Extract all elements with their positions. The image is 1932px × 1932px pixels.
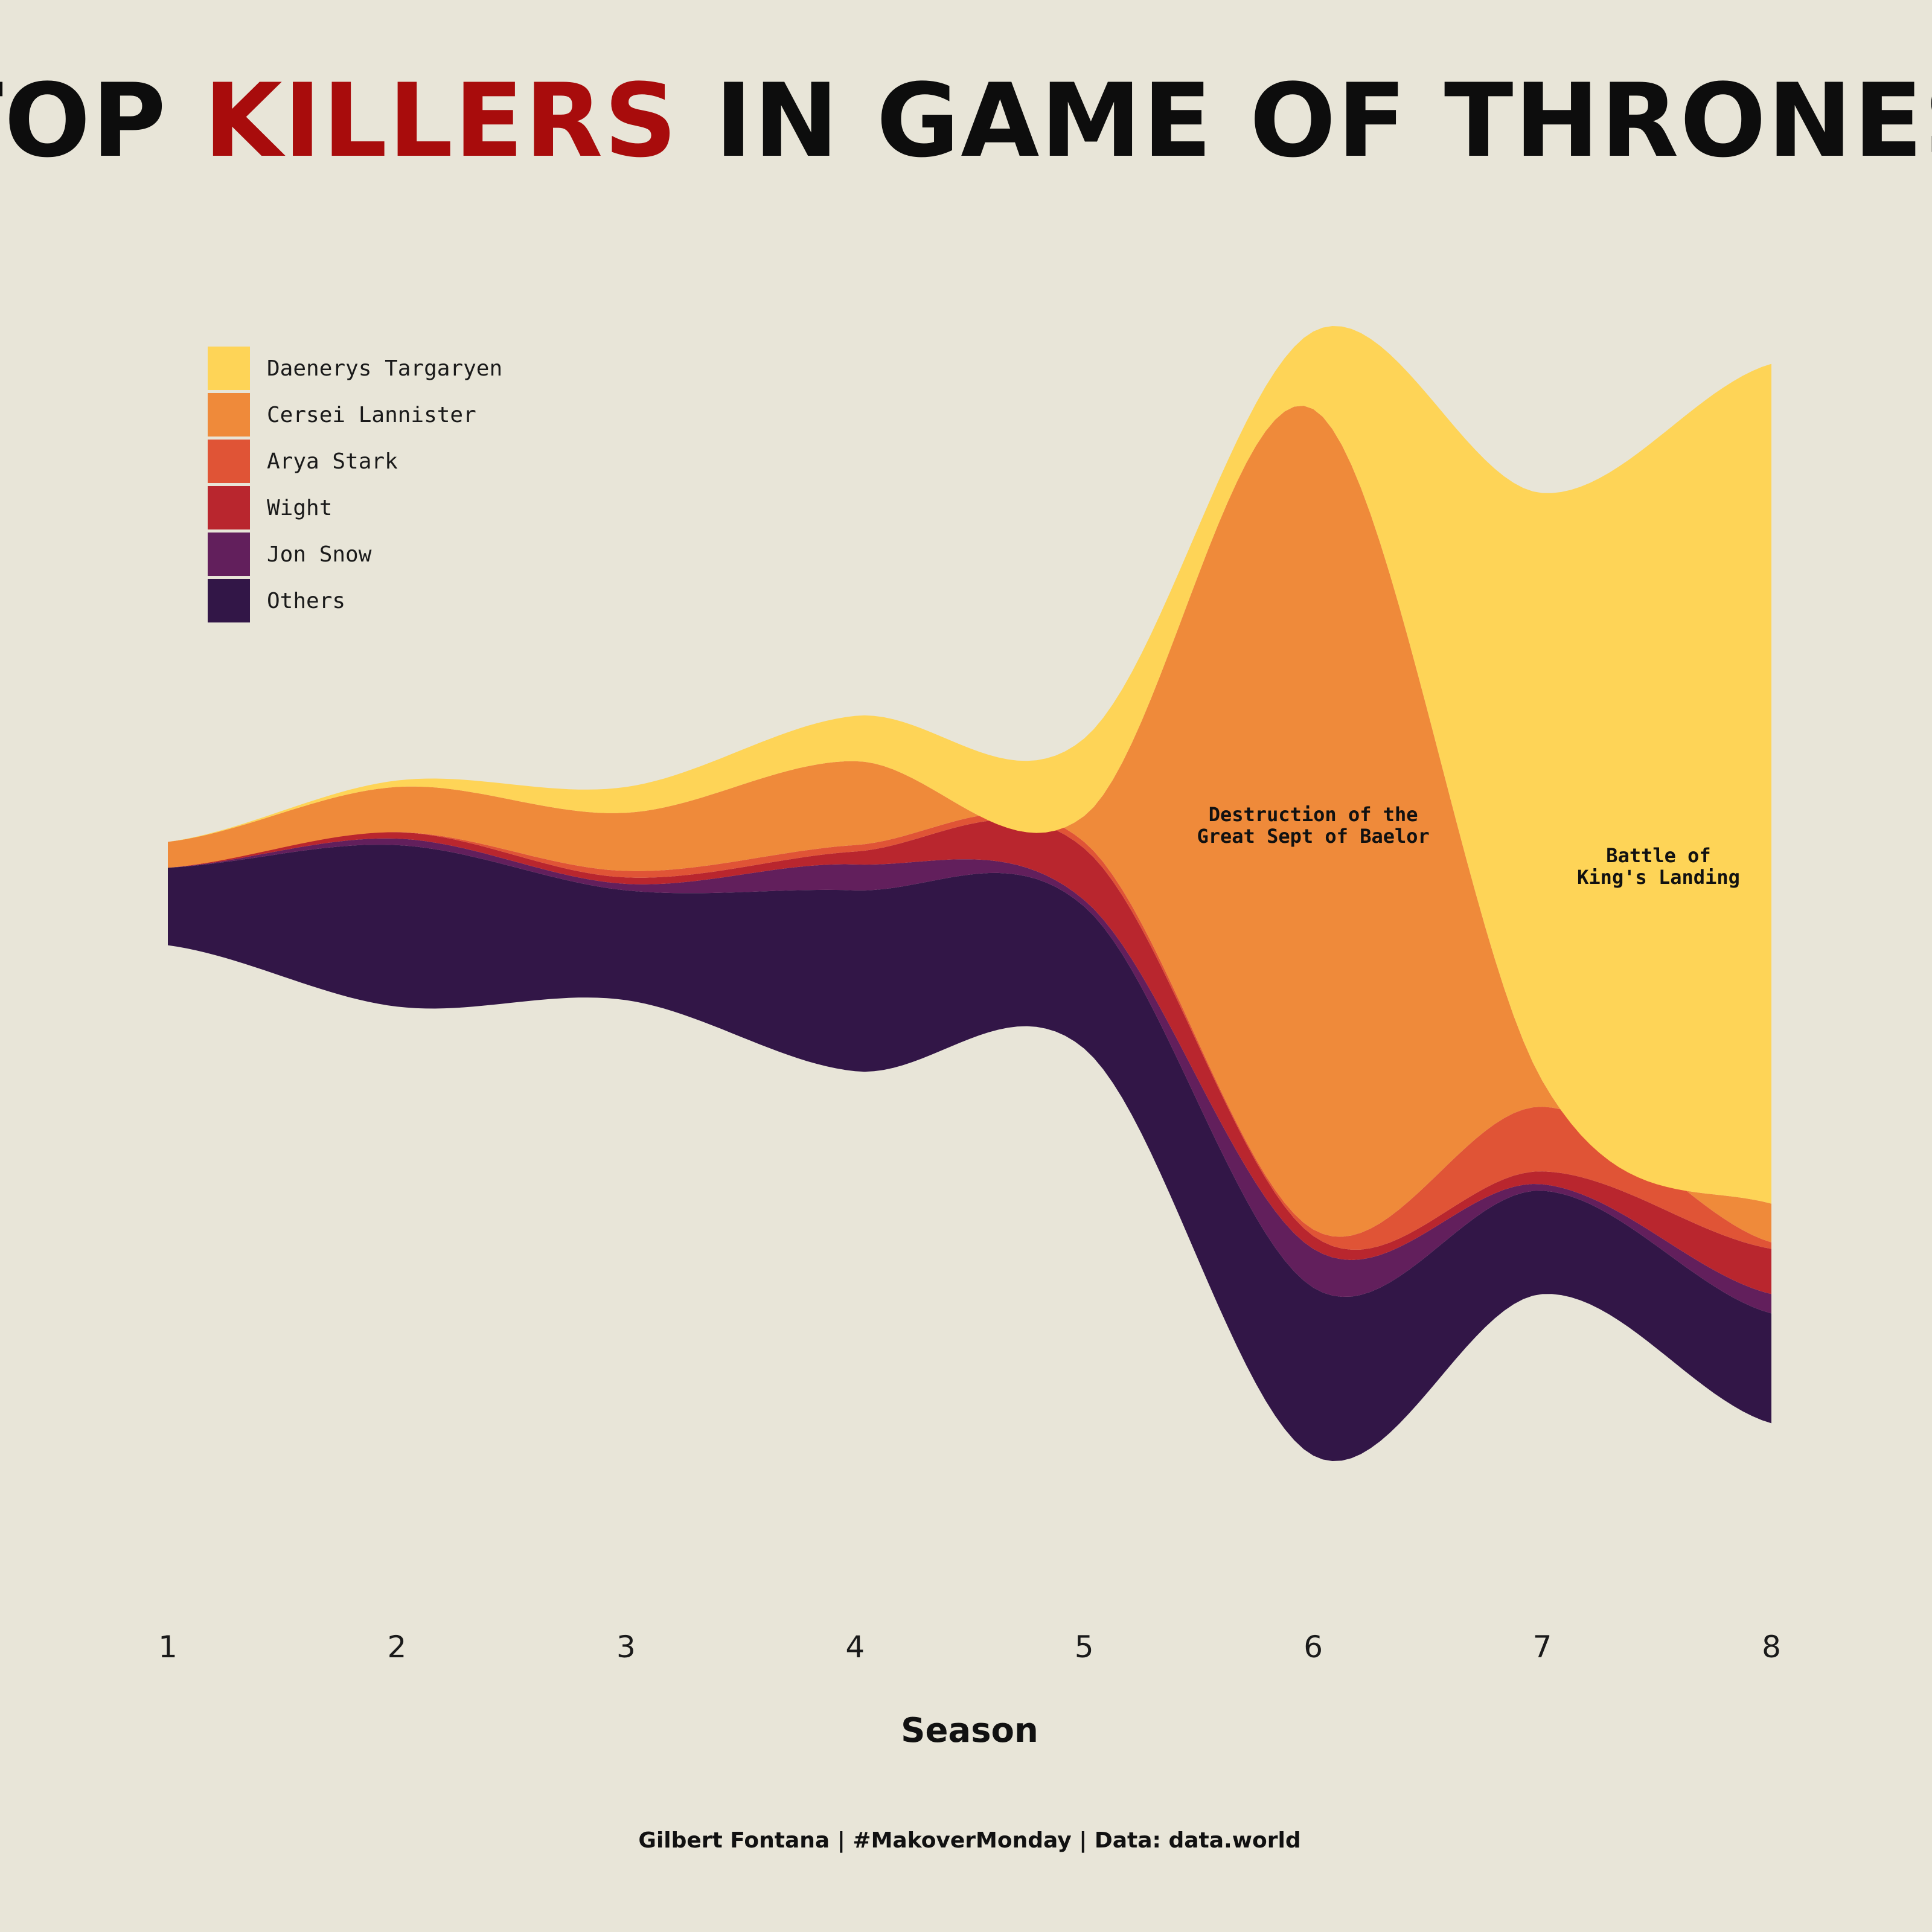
annotation-line: Battle of [1606,844,1710,867]
legend-label: Arya Stark [267,449,398,474]
x-tick-label: 2 [388,1630,407,1665]
legend-swatch [208,533,250,576]
annotations: Destruction of the Great Sept of Baelor Ba… [1197,803,1739,889]
title-part-1: TOP [0,62,203,180]
annotation-2: Battle of King's Landing [1577,844,1740,889]
legend-label: Cersei Lannister [267,403,476,427]
title-highlight: KILLERS [203,62,678,180]
x-tick-label: 7 [1533,1630,1552,1665]
x-tick-label: 4 [845,1630,865,1665]
stream-others [168,845,1771,1461]
legend-label: Jon Snow [267,542,372,567]
x-tick-label: 3 [616,1630,636,1665]
legend-swatch [208,393,250,437]
stream-layers [168,326,1771,1461]
stream-daenerys-targaryen [168,326,1771,1204]
legend-label: Others [267,589,345,613]
x-axis: 1 2 3 4 5 6 7 8 [158,1630,1781,1665]
legend-label: Daenerys Targaryen [267,356,502,381]
legend-swatch [208,579,250,622]
x-axis-title: Season [901,1711,1038,1750]
legend-label: Wight [267,496,332,520]
legend-swatch [208,347,250,390]
legend: Daenerys Targaryen Cersei Lannister Arya S… [208,347,502,622]
stream-cersei-lannister [168,406,1771,1243]
annotation-line: Destruction of the [1209,803,1418,826]
title-part-2: IN GAME OF THRONES [678,62,1932,180]
legend-swatch [208,486,250,529]
credit-line: Gilbert Fontana | #MakoverMonday | Data:… [638,1828,1300,1853]
legend-swatch [208,440,250,483]
chart-title: TOP KILLERS IN GAME OF THRONES [0,62,1932,180]
annotation-1: Destruction of the Great Sept of Baelor [1197,803,1429,848]
x-tick-label: 8 [1762,1630,1781,1665]
annotation-line: Great Sept of Baelor [1197,825,1429,848]
x-tick-label: 1 [158,1630,178,1665]
x-tick-label: 6 [1303,1630,1323,1665]
annotation-line: King's Landing [1577,866,1740,889]
x-tick-label: 5 [1075,1630,1094,1665]
